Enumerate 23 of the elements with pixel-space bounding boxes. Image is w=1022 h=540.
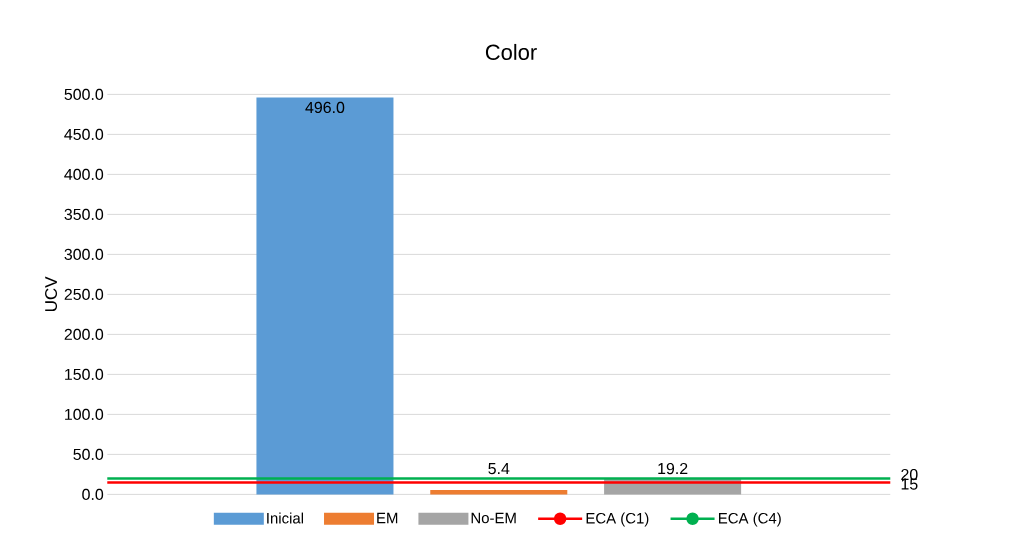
y-tick-label: 400.0 (64, 168, 104, 181)
legend-label: No-EM (471, 512, 516, 524)
y-tick-label: 450.0 (64, 128, 104, 141)
y-tick-label: 300.0 (64, 248, 104, 261)
data-label: 496.0 (305, 101, 345, 114)
chart-title: Color (485, 43, 537, 61)
y-tick-label: 150.0 (65, 368, 104, 381)
legend-label: Inicial (267, 512, 304, 524)
legend-label: EM (377, 512, 398, 524)
data-label: 5.4 (488, 463, 510, 475)
legend-label: ECA (C1) (586, 512, 649, 527)
y-tick-label: 250.0 (64, 288, 104, 301)
y-tick-label: 350.0 (64, 208, 104, 221)
bar (256, 97, 394, 495)
y-tick-label: 50.0 (73, 448, 104, 461)
data-label: 19.2 (658, 462, 688, 475)
y-tick-label: 100.0 (65, 408, 104, 421)
legend-label: ECA (C4) (719, 512, 781, 527)
y-tick-label: 0.0 (82, 488, 104, 501)
y-tick-label: 200.0 (64, 328, 104, 341)
y-tick-label: 500.0 (64, 88, 104, 101)
y-axis-title: UCV (45, 276, 58, 311)
bar (430, 490, 568, 495)
